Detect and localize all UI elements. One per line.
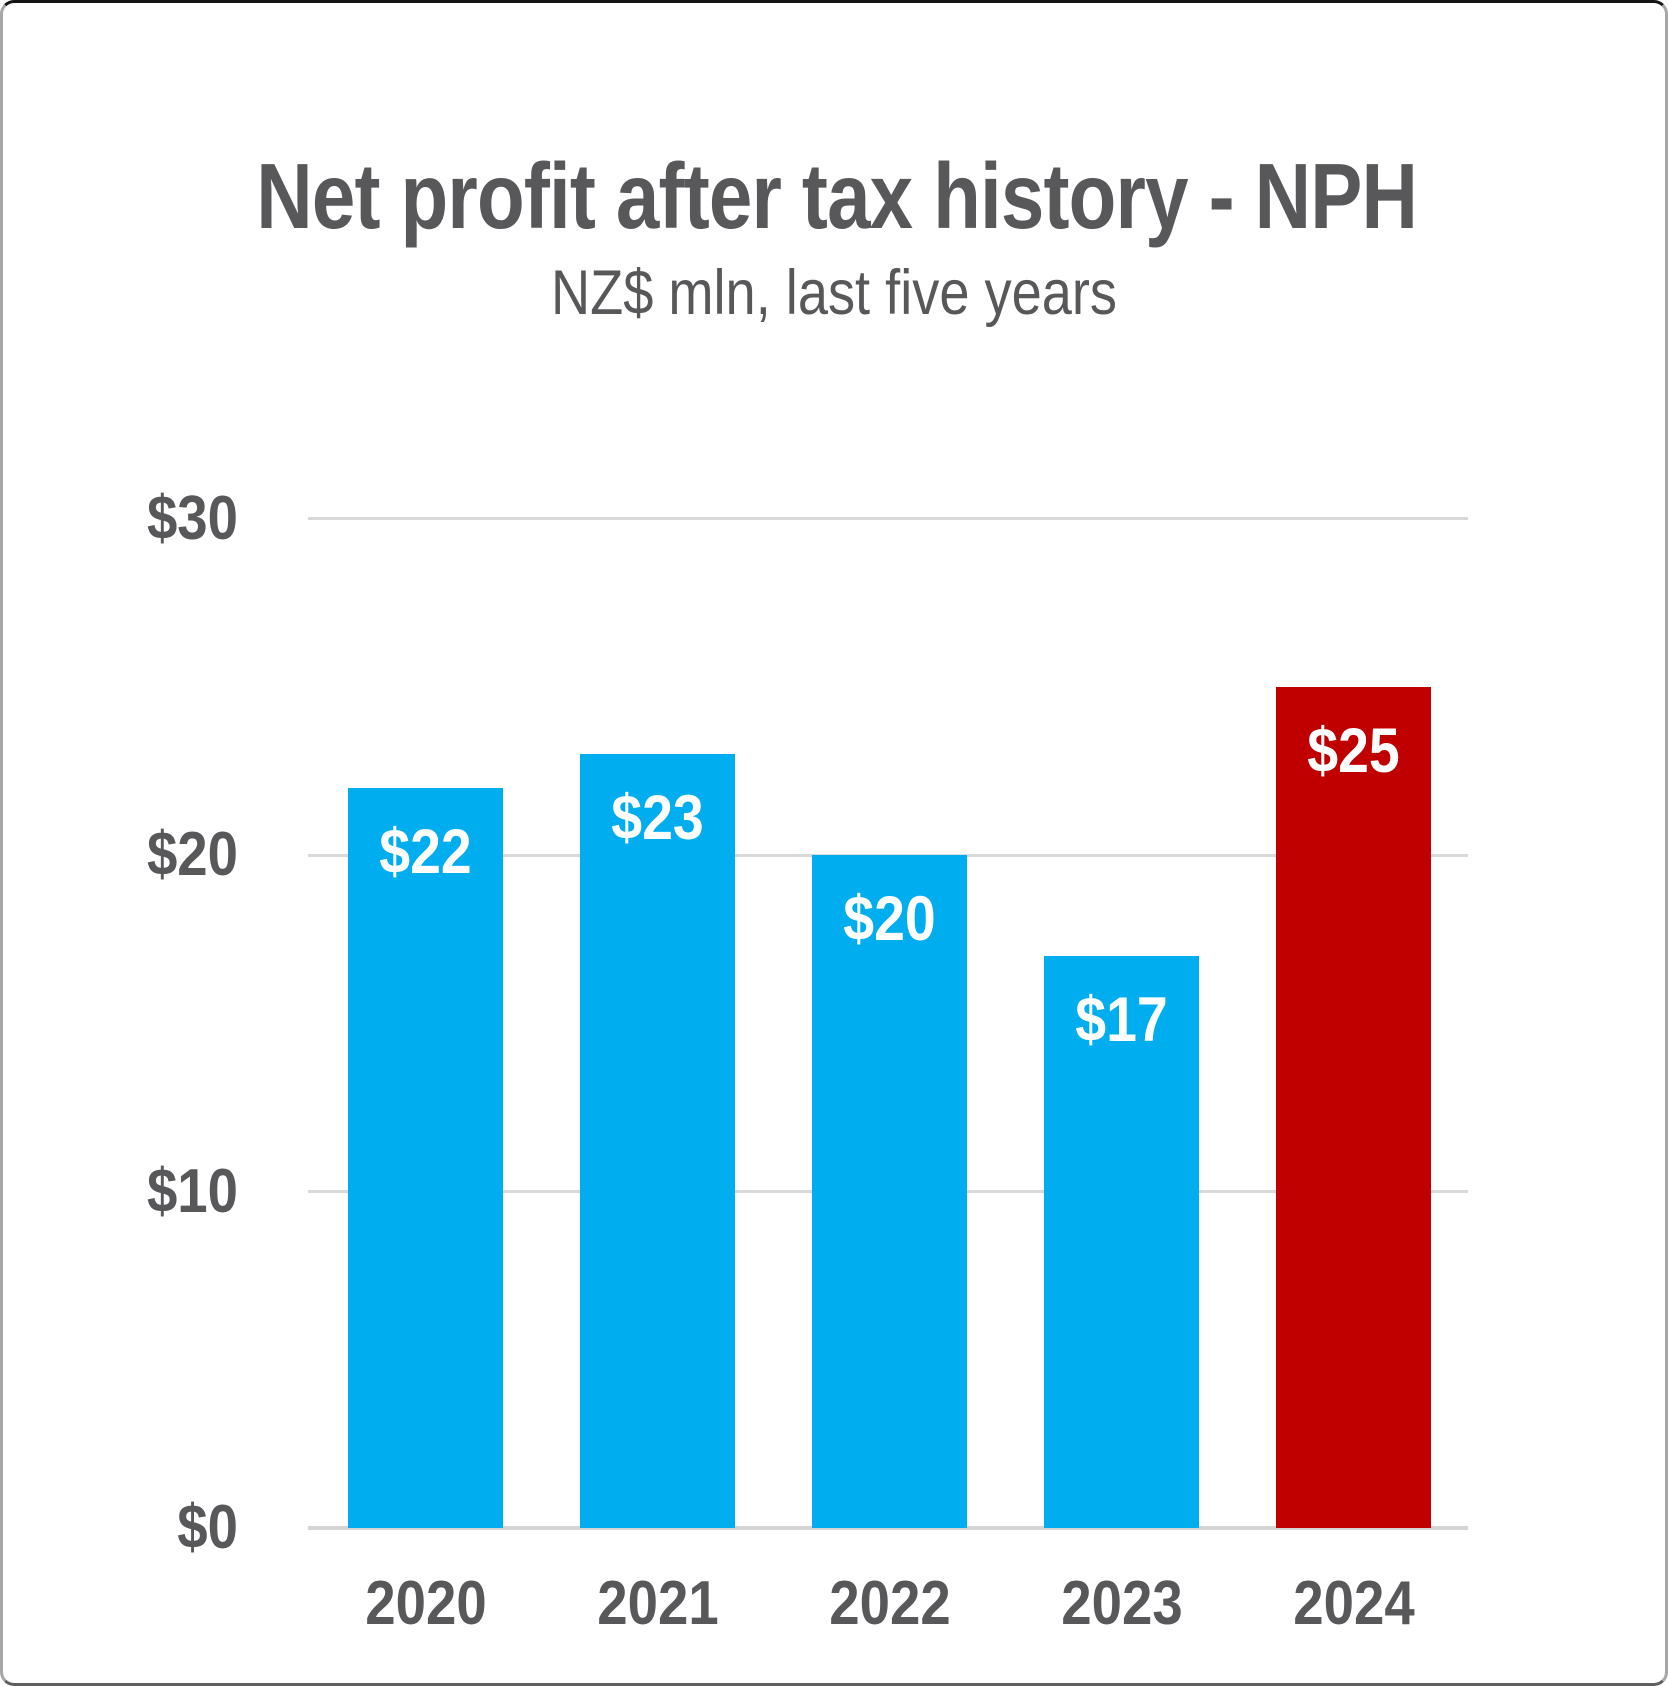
bar-2022: $20 bbox=[812, 855, 967, 1528]
bar-value-label-2021: $23 bbox=[611, 783, 704, 854]
x-axis-label-2023: 2023 bbox=[1060, 1569, 1183, 1638]
y-tick-label-20: $20 bbox=[146, 820, 238, 889]
gridline-30 bbox=[308, 517, 1468, 520]
gridline-0 bbox=[308, 1526, 1468, 1530]
bar-2024: $25 bbox=[1276, 686, 1431, 1528]
bar-2021: $23 bbox=[580, 754, 735, 1528]
bar-2023: $17 bbox=[1044, 955, 1199, 1528]
bar-2020: $22 bbox=[348, 787, 503, 1528]
y-tick-label-0: $0 bbox=[177, 1493, 238, 1562]
y-tick-label-30: $30 bbox=[146, 483, 238, 553]
bar-value-label-2023: $17 bbox=[1075, 984, 1168, 1055]
chart-title: Net profit after tax history - NPH bbox=[256, 144, 1418, 248]
bar-value-label-2022: $20 bbox=[843, 884, 936, 954]
x-axis-label-2022: 2022 bbox=[828, 1569, 951, 1638]
y-tick-label-10: $10 bbox=[146, 1156, 238, 1226]
x-axis-label-2020: 2020 bbox=[364, 1569, 487, 1638]
bar-value-label-2020: $22 bbox=[379, 816, 472, 887]
x-axis-label-2024: 2024 bbox=[1292, 1569, 1415, 1638]
x-axis-label-2021: 2021 bbox=[596, 1569, 719, 1638]
bar-value-label-2024: $25 bbox=[1307, 715, 1400, 786]
chart-subtitle: NZ$ mln, last five years bbox=[550, 258, 1118, 328]
